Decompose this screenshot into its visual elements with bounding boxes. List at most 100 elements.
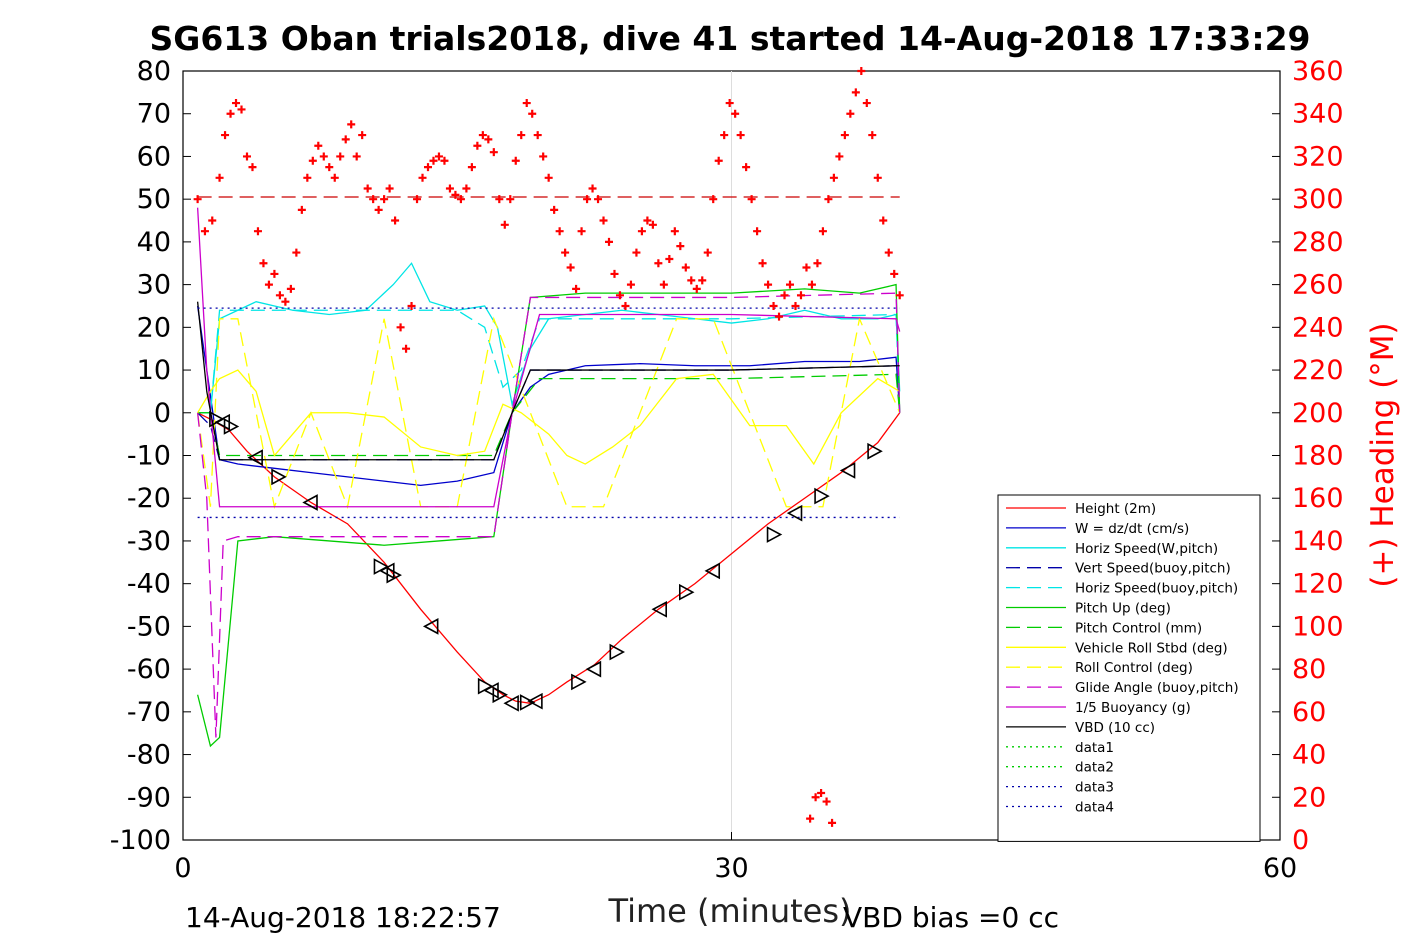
heading-point xyxy=(851,88,860,97)
heading-point xyxy=(868,131,877,140)
heading-point xyxy=(829,173,838,182)
triangle-marker xyxy=(585,660,602,678)
series-line-height-2m xyxy=(197,412,901,704)
legend-label: data1 xyxy=(1075,740,1114,756)
series-line-roll-control-deg xyxy=(196,316,901,510)
legend-label: Height (2m) xyxy=(1075,501,1156,517)
x-tick-label: 0 xyxy=(174,853,191,884)
heading-point xyxy=(632,248,641,257)
heading-point xyxy=(413,195,422,204)
series-line-vehicle-roll-stbd-deg xyxy=(197,369,901,466)
left-y-tick-label: 50 xyxy=(137,184,171,215)
heading-point xyxy=(822,797,831,806)
heading-point xyxy=(237,105,246,114)
right-y-tick-label: 140 xyxy=(1292,526,1344,557)
legend-label: Horiz Speed(W,pitch) xyxy=(1075,541,1218,557)
heading-point xyxy=(791,301,800,310)
heading-point xyxy=(873,173,882,182)
heading-point xyxy=(648,220,657,229)
heading-point xyxy=(467,163,476,172)
heading-point xyxy=(484,135,493,144)
heading-point xyxy=(369,195,378,204)
legend-box xyxy=(997,494,1261,842)
right-y-tick-label: 260 xyxy=(1292,270,1344,301)
triangle-marker xyxy=(386,566,402,584)
triangle-marker xyxy=(651,600,667,618)
heading-point xyxy=(828,818,837,827)
right-y-tick-label: 200 xyxy=(1292,398,1344,429)
heading-point xyxy=(232,99,241,108)
series-line-glide-angle-buoy-pitch xyxy=(196,292,901,738)
right-y-tick-label: 360 xyxy=(1292,56,1344,87)
triangle-marker xyxy=(302,494,318,511)
heading-point xyxy=(588,184,597,193)
heading-point xyxy=(879,216,888,225)
heading-point xyxy=(818,227,827,236)
heading-point xyxy=(522,99,531,108)
legend-label: 1/5 Buoyancy (g) xyxy=(1075,700,1191,716)
legend-label: VBD (10 cc) xyxy=(1075,720,1155,736)
triangle-marker xyxy=(786,504,803,522)
heading-point xyxy=(402,344,411,353)
heading-point xyxy=(248,163,257,172)
right-y-tick-label: 20 xyxy=(1292,782,1326,813)
heading-point xyxy=(561,248,570,257)
right-y-tick-label: 280 xyxy=(1292,227,1344,258)
heading-point xyxy=(720,131,729,140)
heading-point xyxy=(281,297,290,306)
x-tick-label: 60 xyxy=(1263,853,1297,884)
right-y-tick-label: 320 xyxy=(1292,141,1344,172)
legend-label: Pitch Up (deg) xyxy=(1075,601,1171,617)
heading-point xyxy=(544,173,553,182)
legend-label: Vert Speed(buoy,pitch) xyxy=(1075,561,1231,577)
left-y-tick-label: 10 xyxy=(137,355,171,386)
x-ticks: 0 30 60 xyxy=(174,832,1297,884)
left-y-tick-label: 30 xyxy=(137,270,171,301)
legend-label: W = dz/dt (cm/s) xyxy=(1075,521,1189,537)
series-line-pitch-up-deg xyxy=(196,283,901,748)
right-y-tick-label: 180 xyxy=(1292,441,1344,472)
left-y-tick-label: -60 xyxy=(127,654,171,685)
legend-label: data4 xyxy=(1075,800,1114,816)
heading-point xyxy=(380,195,389,204)
right-y-tick-label: 40 xyxy=(1292,740,1326,771)
heading-point xyxy=(440,156,449,165)
right-y-ticks: 0 20 40 60 80 100 120 140 160 180 200 220 240 260 280 3… xyxy=(1272,56,1344,856)
triangle-marker xyxy=(422,618,439,635)
triangle-marker xyxy=(766,526,783,543)
legend-label: Roll Control (deg) xyxy=(1075,660,1193,676)
footer-timestamp: 14-Aug-2018 18:22:57 xyxy=(185,901,501,934)
heading-point xyxy=(599,216,608,225)
heading-point xyxy=(242,152,251,161)
triangle-marker xyxy=(527,692,543,710)
series-line-horiz-speed-w-pitch xyxy=(197,262,901,414)
right-y-tick-label: 240 xyxy=(1292,312,1344,343)
triangle-marker xyxy=(247,449,263,466)
heading-point xyxy=(692,284,701,293)
heading-point xyxy=(308,156,317,165)
heading-point xyxy=(434,152,443,161)
left-y-tick-label: 20 xyxy=(137,312,171,343)
chart-title: SG613 Oban trials2018, dive 41 started 1… xyxy=(149,19,1310,58)
right-y-tick-label: 300 xyxy=(1292,184,1344,215)
heading-point xyxy=(374,205,383,214)
x-axis-label: Time (minutes) xyxy=(608,892,852,930)
heading-point xyxy=(418,173,427,182)
heading-point xyxy=(385,184,394,193)
heading-point xyxy=(391,216,400,225)
legend-label: Vehicle Roll Stbd (deg) xyxy=(1075,640,1228,656)
heading-point xyxy=(796,291,805,300)
heading-point xyxy=(517,131,526,140)
heading-point xyxy=(500,220,509,229)
heading-point xyxy=(659,280,668,289)
left-y-tick-label: -50 xyxy=(127,611,171,642)
heading-point xyxy=(325,163,334,172)
series-line-w-dz-dt-cm-s xyxy=(196,305,901,487)
heading-point xyxy=(270,269,279,278)
left-y-tick-label: 70 xyxy=(137,99,171,130)
heading-point xyxy=(703,248,712,257)
triangle-marker xyxy=(609,643,626,661)
triangle-marker xyxy=(223,418,240,435)
heading-point xyxy=(802,263,811,272)
